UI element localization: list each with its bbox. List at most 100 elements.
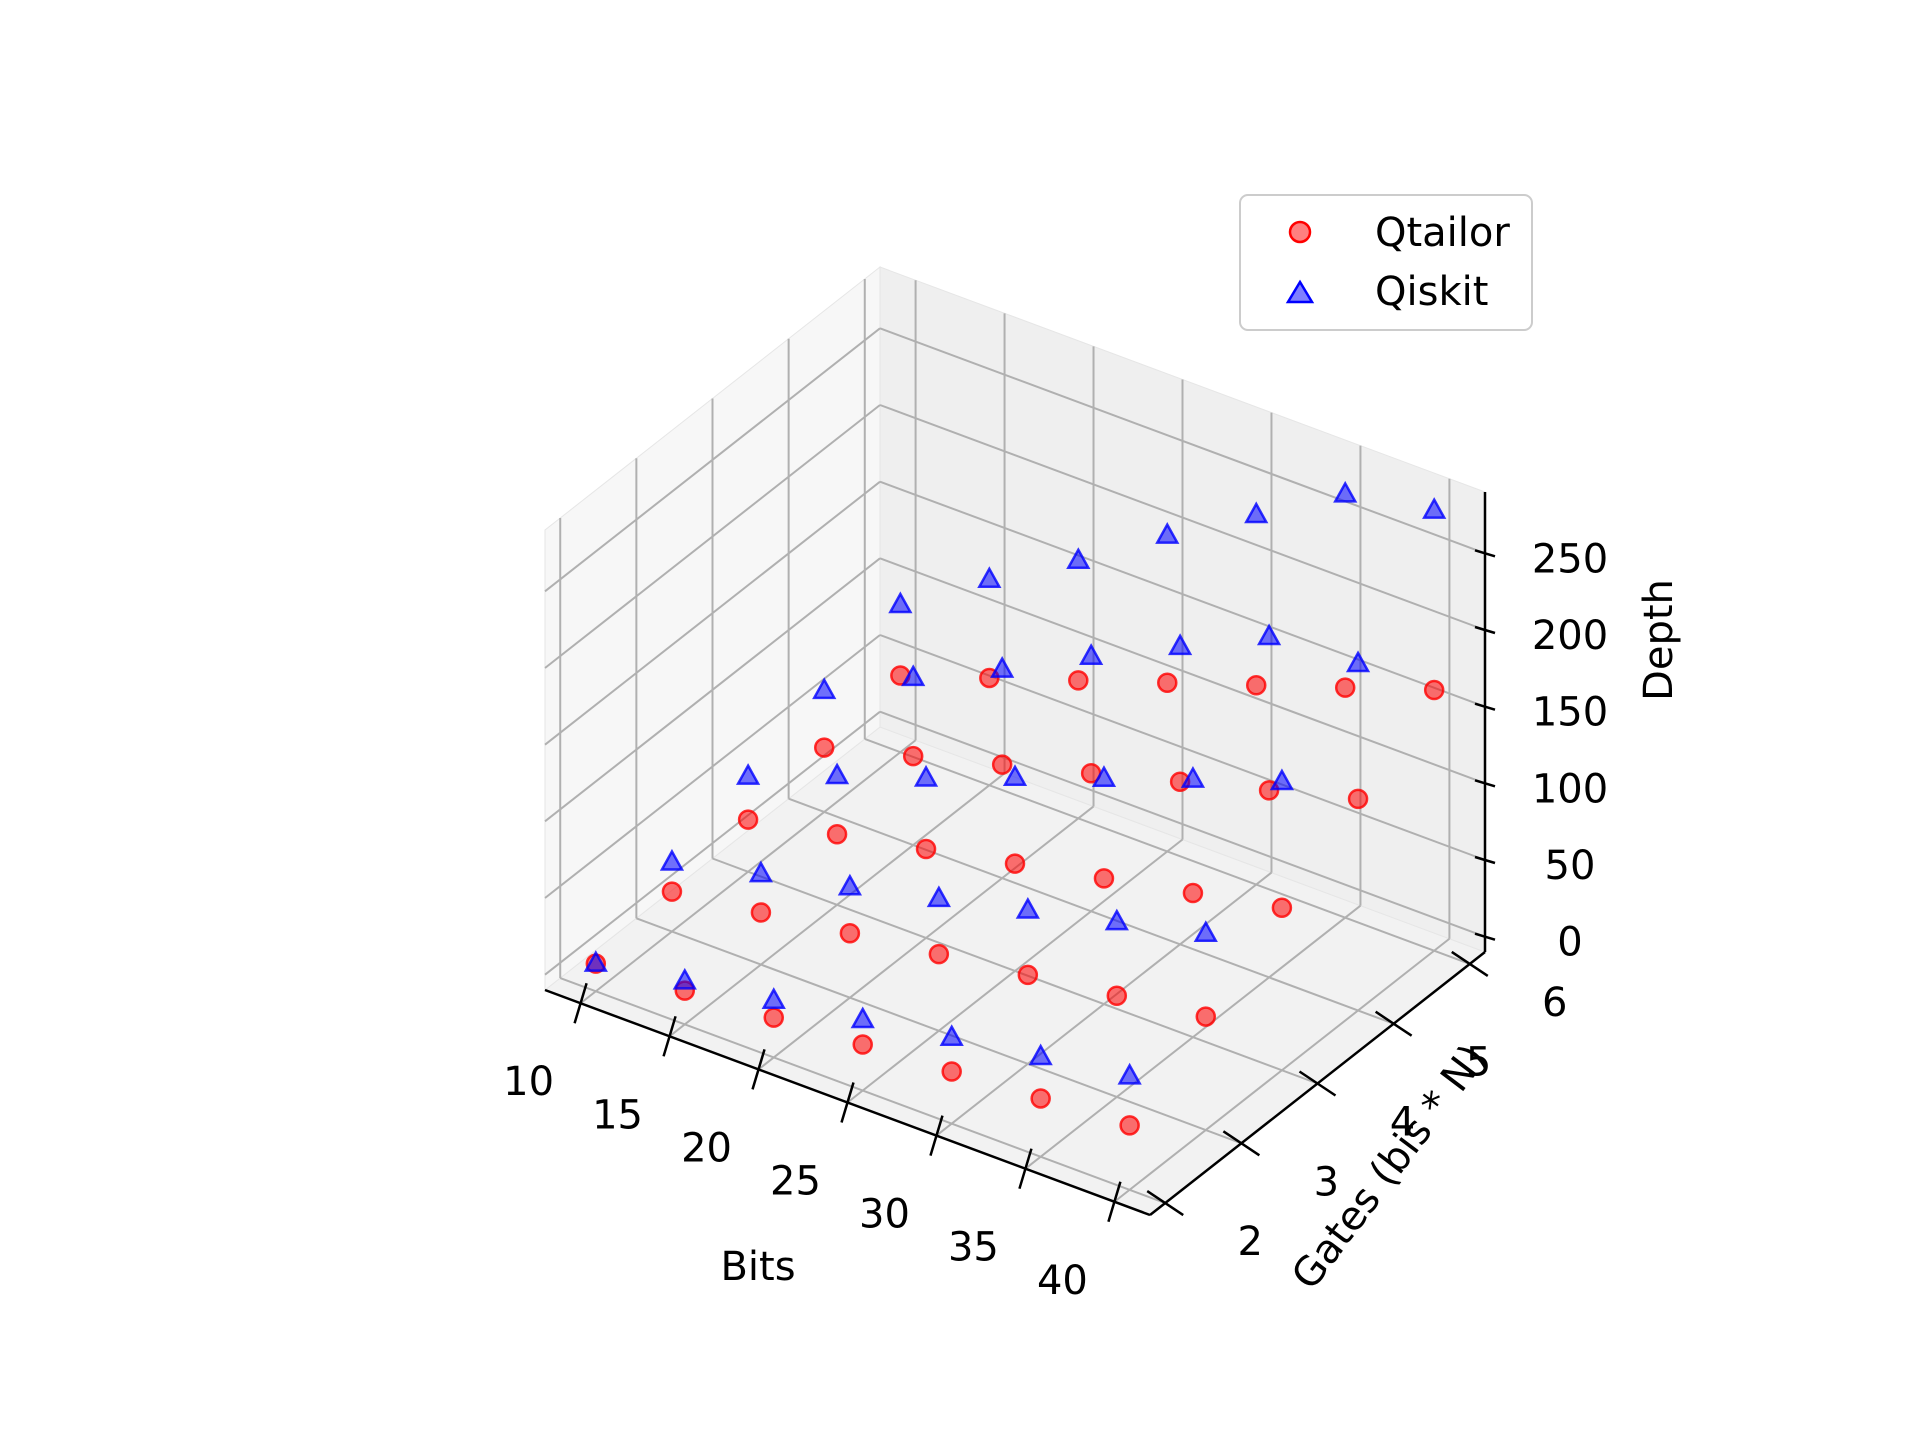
qtailor-point xyxy=(902,745,924,767)
y-tick-mark xyxy=(1298,1070,1337,1097)
x-tick-label: 35 xyxy=(948,1225,999,1271)
qiskit-point xyxy=(837,873,863,896)
qiskit-point xyxy=(1167,633,1193,656)
qtailor-point xyxy=(1119,1115,1140,1136)
legend: Qtailor Qiskit xyxy=(1239,194,1533,331)
x-tick-label: 10 xyxy=(503,1059,554,1105)
y-tick-label: 3 xyxy=(1314,1159,1339,1205)
legend-label-qtailor: Qtailor xyxy=(1375,210,1510,256)
qtailor-point xyxy=(1182,882,1204,904)
qiskit-point xyxy=(850,1006,875,1029)
y-tick-mark xyxy=(1451,950,1489,977)
z-tick-mark xyxy=(1474,625,1496,635)
qiskit-point xyxy=(1422,497,1447,519)
qtailor-point xyxy=(991,754,1013,775)
qiskit-point xyxy=(748,860,774,883)
legend-triangle-marker xyxy=(1285,279,1315,304)
qiskit-point xyxy=(901,664,926,687)
x-tick-label: 20 xyxy=(681,1125,732,1171)
qiskit-point xyxy=(583,950,608,972)
legend-circle-marker xyxy=(1288,220,1312,244)
qtailor-point xyxy=(661,881,683,902)
grid-line-z-back xyxy=(879,327,1486,555)
qiskit-point xyxy=(1002,764,1028,787)
z-tick-label: 250 xyxy=(1532,536,1608,582)
x-tick-label: 30 xyxy=(859,1192,910,1238)
qiskit-point xyxy=(1180,766,1206,788)
qiskit-point xyxy=(1015,896,1040,919)
x-tick-mark xyxy=(751,1049,766,1090)
z-tick-label: 50 xyxy=(1545,843,1596,889)
qtailor-point xyxy=(1093,868,1115,889)
grid-line-z-left xyxy=(544,327,881,593)
qiskit-point xyxy=(1079,643,1104,665)
data-points xyxy=(583,480,1447,1136)
qtailor-point xyxy=(941,1061,962,1082)
grid-line-y-floor xyxy=(864,738,1471,965)
qiskit-point xyxy=(761,987,786,1009)
grid-line-y-floor xyxy=(788,797,1394,1025)
qiskit-point xyxy=(659,848,685,871)
qiskit-point xyxy=(913,764,939,787)
qtailor-point xyxy=(1157,672,1178,694)
x-tick-label: 25 xyxy=(770,1159,821,1205)
x-tick-label: 15 xyxy=(592,1092,643,1138)
qiskit-point xyxy=(1244,501,1269,524)
grid-line-y-floor xyxy=(712,857,1318,1085)
grid-line-z-back xyxy=(879,710,1486,938)
qtailor-point xyxy=(1017,964,1039,986)
legend-label-qiskit: Qiskit xyxy=(1375,269,1488,315)
qiskit-point xyxy=(1028,1043,1053,1066)
qiskit-point xyxy=(1091,765,1117,787)
qiskit-point xyxy=(1256,623,1282,646)
z-tick-label: 200 xyxy=(1532,613,1608,659)
qiskit-point xyxy=(1117,1062,1142,1085)
qiskit-point xyxy=(1333,480,1358,503)
x-tick-label: 40 xyxy=(1037,1258,1088,1304)
x-tick-mark xyxy=(573,982,588,1024)
qtailor-point xyxy=(1195,1006,1217,1027)
z-axis-label: Depth xyxy=(1636,579,1682,701)
y-tick-label: 4 xyxy=(1390,1100,1415,1146)
grid-line-z-left xyxy=(544,557,881,823)
qiskit-point xyxy=(1104,908,1129,931)
qtailor-point xyxy=(852,1034,873,1055)
qtailor-point xyxy=(1271,897,1293,918)
grid-line-y-floor xyxy=(559,977,1166,1204)
y-tick-label: 2 xyxy=(1238,1219,1263,1265)
z-tick-mark xyxy=(1474,779,1496,788)
qtailor-point xyxy=(1334,677,1356,698)
x-tick-mark xyxy=(662,1015,677,1057)
qiskit-point xyxy=(888,591,913,614)
qtailor-point xyxy=(915,838,937,860)
x-tick-mark xyxy=(1107,1181,1122,1223)
z-tick-label: 0 xyxy=(1557,920,1582,966)
x-tick-mark xyxy=(929,1115,944,1156)
qiskit-point xyxy=(735,763,761,785)
y-tick-label: 5 xyxy=(1466,1040,1491,1086)
y-tick-label: 6 xyxy=(1542,980,1567,1026)
qtailor-point xyxy=(839,923,861,944)
qtailor-point xyxy=(1106,985,1128,1006)
x-axis-label: Bits xyxy=(720,1244,795,1290)
qiskit-point xyxy=(812,677,837,700)
grid-line-z-back xyxy=(879,404,1486,631)
grid-line-z-left xyxy=(544,480,881,746)
z-tick-label: 100 xyxy=(1532,766,1608,812)
z-tick-label: 150 xyxy=(1532,690,1608,736)
grid-line-z-back xyxy=(879,557,1486,785)
z-tick-mark xyxy=(1474,855,1496,865)
x-tick-mark xyxy=(840,1082,855,1123)
qiskit-point xyxy=(824,762,850,785)
qiskit-point xyxy=(1155,522,1180,544)
qiskit-point xyxy=(939,1024,964,1047)
qtailor-point xyxy=(928,943,950,965)
grid-line-z-back xyxy=(879,480,1486,708)
grid-line-y-floor xyxy=(636,917,1242,1145)
qiskit-point xyxy=(1193,920,1218,943)
qiskit-point xyxy=(926,885,951,908)
qtailor-point xyxy=(1004,853,1026,874)
qiskit-point xyxy=(977,566,1002,589)
qtailor-point xyxy=(1245,674,1267,696)
